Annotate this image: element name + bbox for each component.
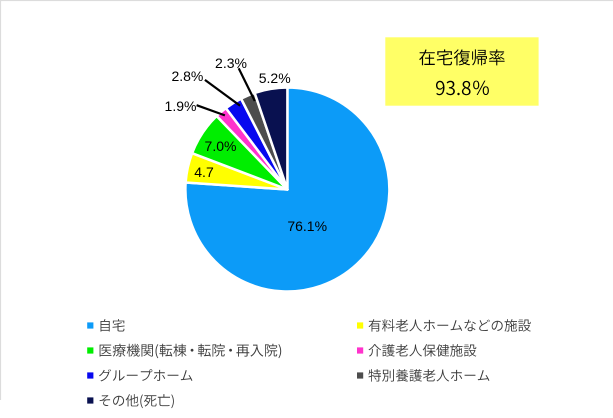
svg-text:5.2%: 5.2% <box>259 70 291 86</box>
svg-text:76.1%: 76.1% <box>287 218 327 234</box>
svg-text:7.0%: 7.0% <box>205 138 237 154</box>
svg-text:4.7: 4.7 <box>194 164 214 180</box>
svg-text:2.8%: 2.8% <box>171 68 203 84</box>
svg-text:2.3%: 2.3% <box>215 55 247 71</box>
svg-text:1.9%: 1.9% <box>165 98 197 114</box>
